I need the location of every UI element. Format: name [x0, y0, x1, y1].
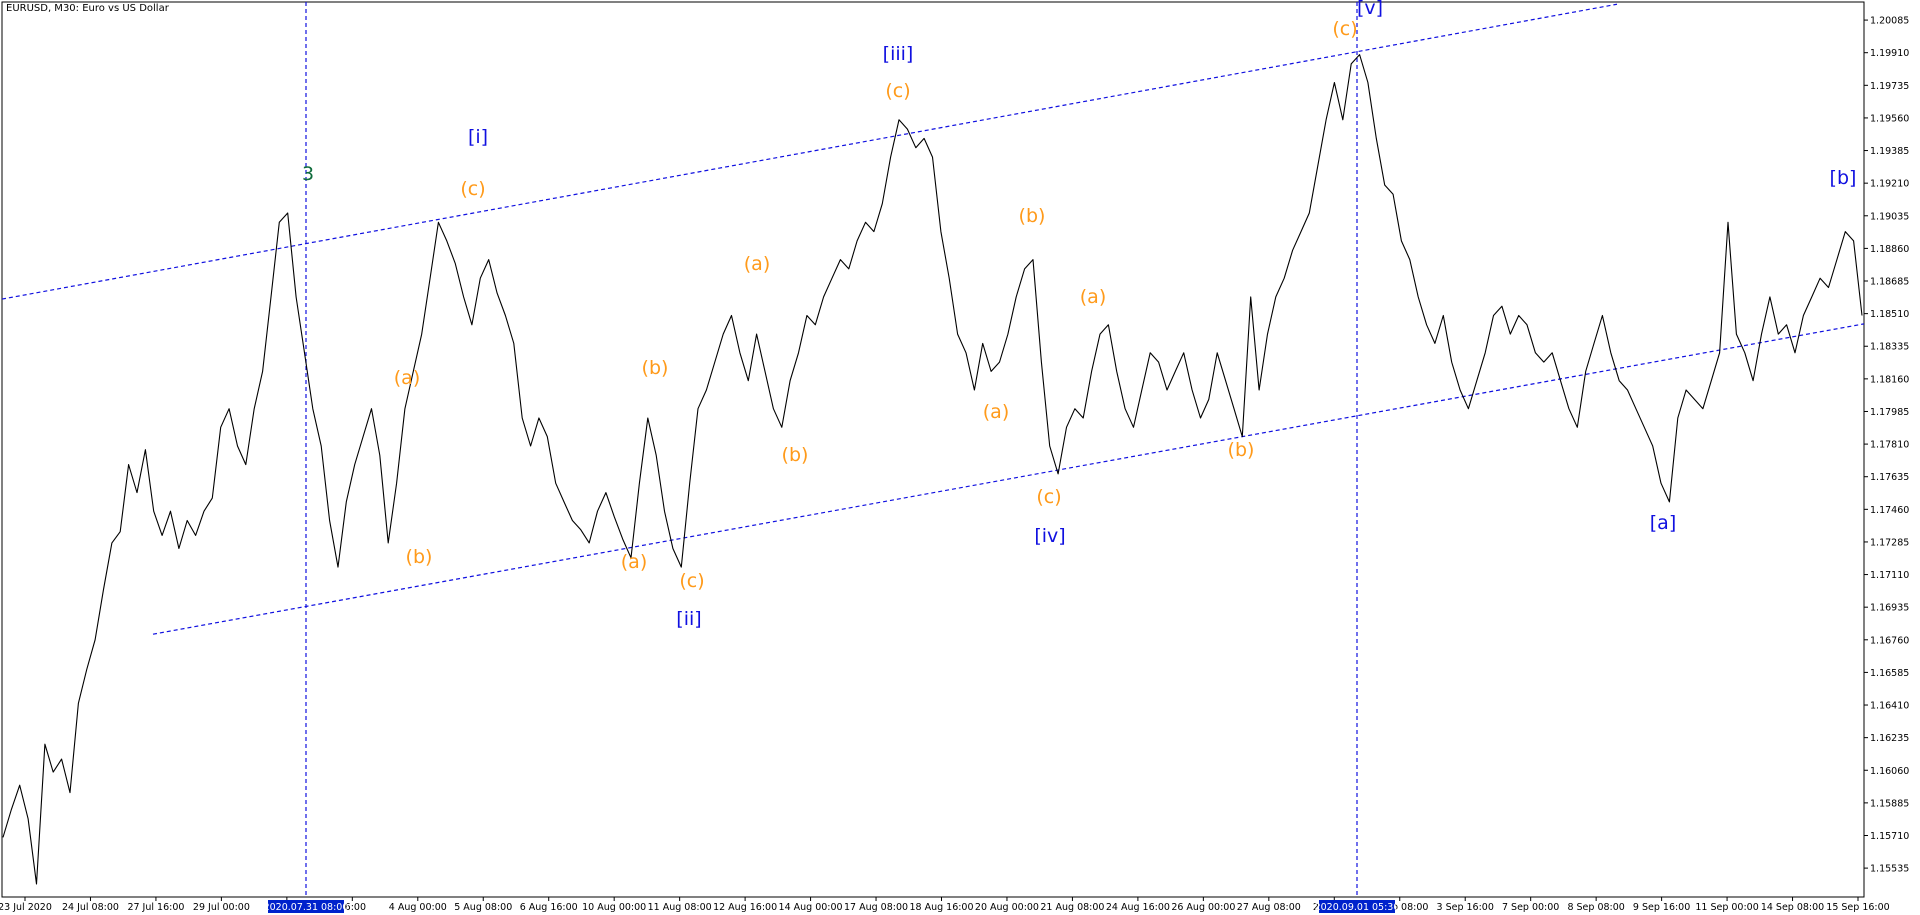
y-tick-label: 1.17810 [1870, 440, 1909, 451]
x-tick-label: 27 Jul 16:00 [127, 902, 184, 913]
y-tick-label: 1.20085 [1870, 16, 1909, 27]
wave-iii-label: [iii] [883, 43, 914, 65]
x-tick-label: 8 Sep 08:00 [1567, 902, 1624, 913]
y-tick-label: 1.19560 [1870, 113, 1909, 124]
y-tick-label: 1.17985 [1870, 407, 1909, 418]
price-line [2, 54, 1863, 885]
wave-b-sub-label: (b) [782, 444, 809, 466]
y-tick-label: 1.16760 [1870, 635, 1909, 646]
x-tick-label: 14 Sep 08:00 [1761, 902, 1824, 913]
x-tick-label: 2 Sep 08:00 [1371, 902, 1428, 913]
y-tick-label: 1.19035 [1870, 211, 1909, 222]
wave-a-sub-label: (a) [1080, 286, 1106, 308]
x-tick-label: 11 Aug 08:00 [648, 902, 712, 913]
y-tick-label: 1.19385 [1870, 146, 1909, 157]
chart-title: EURUSD, M30: Euro vs US Dollar [6, 3, 169, 14]
wave-c-sub-label: (c) [679, 570, 704, 592]
y-tick-label: 1.19735 [1870, 81, 1909, 92]
x-tick-label: 24 Jul 08:00 [62, 902, 119, 913]
upper-channel-line [1, 3, 1618, 300]
plot-frame [1, 1, 1865, 898]
y-tick-label: 1.17460 [1870, 505, 1909, 516]
wave-c-sub-label: (c) [1036, 486, 1061, 508]
y-tick-label: 1.18160 [1870, 374, 1909, 385]
wave-b-sub-label: (b) [1019, 205, 1046, 227]
x-tick-label: 5 Aug 08:00 [454, 902, 512, 913]
x-tick-label: 20 Aug 00:00 [975, 902, 1039, 913]
x-tick-label: 12 Aug 16:00 [713, 902, 777, 913]
x-tick-label: 18 Aug 16:00 [909, 902, 973, 913]
wave-c-sub-label: (c) [885, 80, 910, 102]
x-tick-label: 14 Aug 00:00 [779, 902, 843, 913]
time-marker-flag [268, 900, 344, 913]
wave-c-sub-label: (c) [1332, 18, 1357, 40]
wave-a-sub-label: (a) [394, 367, 420, 389]
x-tick-label: 7 Sep 00:00 [1502, 902, 1559, 913]
x-tick-label: 6 Aug 16:00 [520, 902, 578, 913]
y-tick-label: 1.18335 [1870, 342, 1909, 353]
y-tick-label: 1.16935 [1870, 603, 1909, 614]
wave-ii-label: [ii] [676, 608, 701, 630]
x-tick-label: 9 Sep 16:00 [1633, 902, 1690, 913]
y-tick-label: 1.17110 [1870, 570, 1909, 581]
x-tick-label: 26 Aug 00:00 [1171, 902, 1235, 913]
x-tick-label: 29 Jul 00:00 [193, 902, 250, 913]
wave-b-sub-label: (b) [1228, 439, 1255, 461]
x-tick-label: 16:00 [339, 902, 366, 913]
y-tick-label: 1.19910 [1870, 48, 1909, 59]
y-tick-label: 1.18510 [1870, 309, 1909, 320]
x-tick-label: 21 Aug 08:00 [1040, 902, 1104, 913]
y-tick-label: 1.15535 [1870, 864, 1909, 875]
x-tick-label: 17 Aug 08:00 [844, 902, 908, 913]
y-tick-label: 1.16585 [1870, 668, 1909, 679]
y-tick-label: 1.15710 [1870, 831, 1909, 842]
wave-b-sub-label: (b) [642, 357, 669, 379]
y-tick-label: 1.18860 [1870, 244, 1909, 255]
x-tick-label: 3 Sep 16:00 [1437, 902, 1494, 913]
x-tick-label: 4 Aug 00:00 [389, 902, 447, 913]
wave-iv-label: [iv] [1034, 525, 1065, 547]
y-tick-label: 1.16410 [1870, 701, 1909, 712]
y-tick-label: 1.16235 [1870, 733, 1909, 744]
time-marker-label: 2020.09.01 05:30 [1315, 902, 1400, 913]
wave-a-label: [a] [1650, 512, 1676, 534]
wave-v-label: [v] [1357, 0, 1383, 19]
wave-b-label: [b] [1830, 167, 1857, 189]
y-tick-label: 1.19210 [1870, 179, 1909, 190]
wave-a-sub-label: (a) [744, 253, 770, 275]
x-tick-label: 24 Aug 16:00 [1106, 902, 1170, 913]
y-tick-label: 1.16060 [1870, 766, 1909, 777]
y-tick-label: 1.17285 [1870, 537, 1909, 548]
lower-channel-line [152, 323, 1865, 635]
x-tick-label: 11 Sep 00:00 [1695, 902, 1758, 913]
wave-a-sub-label: (a) [983, 401, 1009, 423]
y-tick-label: 1.17635 [1870, 472, 1909, 483]
x-tick-label: 23 Jul 2020 [0, 902, 52, 913]
x-tick-label: 27 Aug 08:00 [1237, 902, 1301, 913]
y-tick-label: 1.15885 [1870, 798, 1909, 809]
y-tick-label: 1.18685 [1870, 277, 1909, 288]
x-tick-label: 15 Sep 16:00 [1826, 902, 1889, 913]
wave-b-sub-label: (b) [406, 546, 433, 568]
time-marker-label: 2020.07.31 08:00 [264, 902, 349, 913]
wave-3-label: 3 [302, 163, 314, 185]
x-tick-label: 10 Aug 00:00 [582, 902, 646, 913]
wave-a-sub-label: (a) [621, 551, 647, 573]
wave-i-label: [i] [468, 126, 488, 148]
time-marker-flag [1319, 900, 1395, 913]
wave-c-label: (c) [460, 178, 485, 200]
